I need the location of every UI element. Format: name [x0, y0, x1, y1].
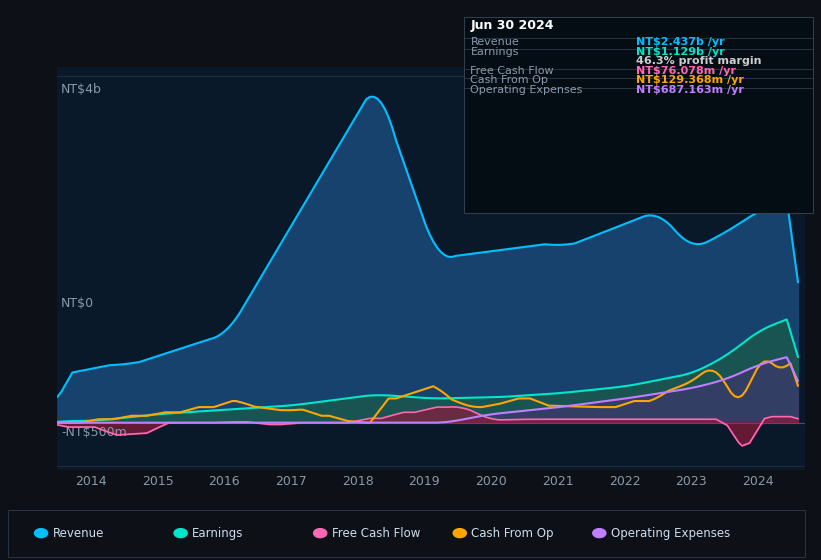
Text: NT$687.163m /yr: NT$687.163m /yr	[636, 85, 744, 95]
Text: Free Cash Flow: Free Cash Flow	[470, 66, 554, 76]
Text: Revenue: Revenue	[53, 526, 104, 540]
Text: Earnings: Earnings	[192, 526, 244, 540]
Text: Cash From Op: Cash From Op	[470, 76, 548, 86]
Text: NT$129.368m /yr: NT$129.368m /yr	[636, 76, 744, 86]
Text: Operating Expenses: Operating Expenses	[470, 85, 583, 95]
Text: Earnings: Earnings	[470, 47, 519, 57]
Text: Free Cash Flow: Free Cash Flow	[332, 526, 420, 540]
Text: Cash From Op: Cash From Op	[471, 526, 553, 540]
Text: -NT$500m: -NT$500m	[62, 426, 127, 438]
Text: Operating Expenses: Operating Expenses	[611, 526, 730, 540]
Text: NT$4b: NT$4b	[62, 83, 102, 96]
Text: Jun 30 2024: Jun 30 2024	[470, 19, 554, 32]
Text: NT$1.129b /yr: NT$1.129b /yr	[636, 47, 725, 57]
Text: 46.3% profit margin: 46.3% profit margin	[636, 56, 762, 66]
Text: NT$0: NT$0	[62, 297, 94, 310]
Text: NT$76.078m /yr: NT$76.078m /yr	[636, 66, 736, 76]
Text: Revenue: Revenue	[470, 37, 519, 47]
Text: NT$2.437b /yr: NT$2.437b /yr	[636, 37, 725, 47]
